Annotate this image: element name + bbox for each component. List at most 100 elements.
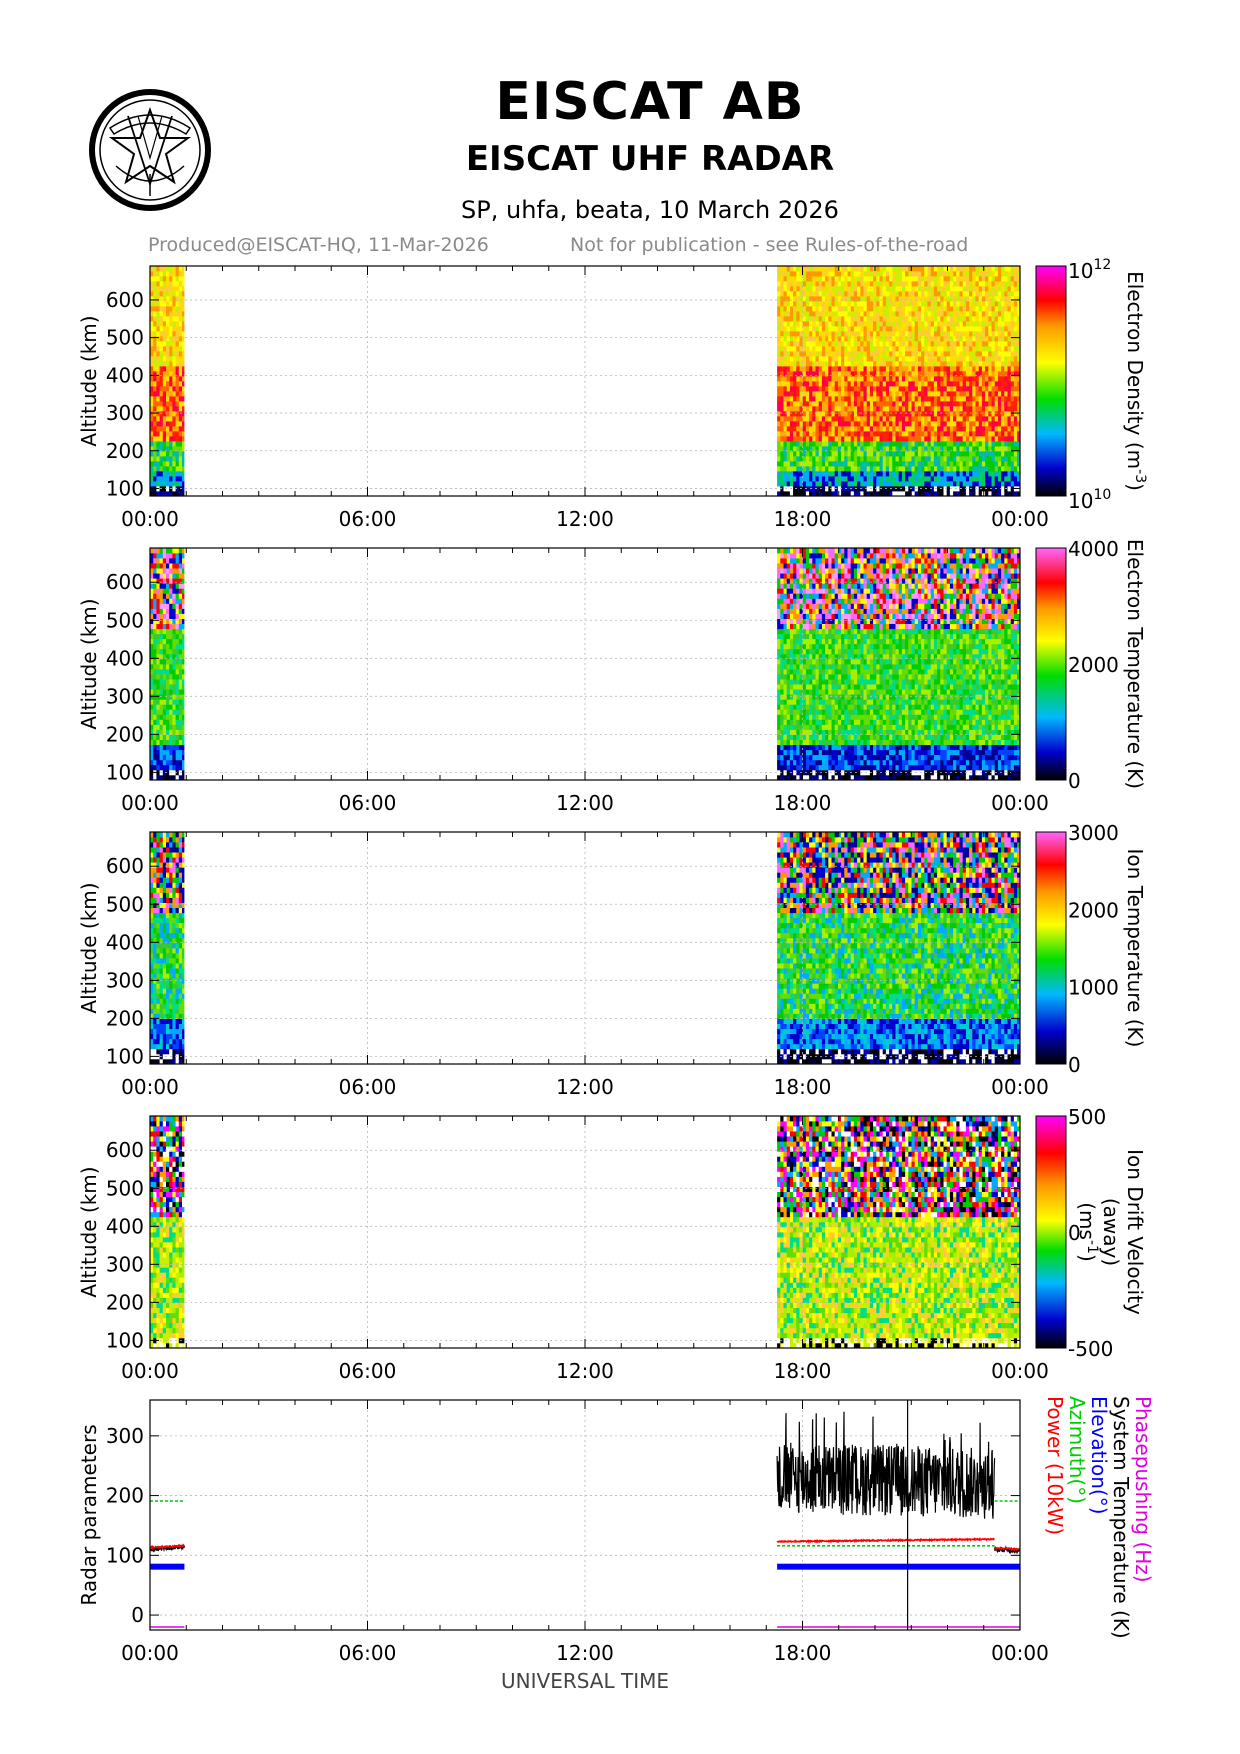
heatmap-cell: [978, 301, 983, 307]
heatmap-cell: [789, 659, 794, 665]
heatmap-cell: [866, 401, 871, 407]
heatmap-cell: [153, 684, 157, 690]
heatmap-cell: [172, 724, 176, 730]
heatmap-cell: [175, 436, 180, 442]
heatmap-cell: [943, 471, 948, 477]
heatmap-cell: [156, 598, 160, 604]
heatmap-cell: [799, 396, 804, 402]
heatmap-cell: [908, 461, 912, 467]
heatmap-cell: [994, 356, 999, 362]
heatmap-cell: [818, 471, 823, 477]
heatmap-cell: [885, 396, 890, 402]
heatmap-cell: [921, 376, 925, 382]
heatmap-cell: [818, 266, 823, 272]
heatmap-cell: [156, 749, 160, 756]
heatmap-cell: [911, 361, 916, 367]
heatmap-cell: [965, 376, 970, 382]
heatmap-cell: [156, 563, 160, 569]
heatmap-cell: [905, 336, 909, 342]
heatmap-cell: [1017, 416, 1020, 422]
heatmap-cell: [917, 351, 922, 357]
heatmap-cell: [796, 361, 800, 367]
heatmap-cell: [850, 396, 855, 402]
heatmap-cell: [805, 306, 810, 312]
heatmap-cell: [172, 491, 176, 497]
heatmap-cell: [802, 411, 807, 417]
heatmap-cell: [972, 401, 976, 407]
heatmap-cell: [917, 461, 922, 467]
heatmap-cell: [796, 769, 800, 776]
heatmap-cell: [911, 471, 916, 477]
heatmap-cell: [863, 386, 868, 392]
heatmap-cell: [853, 366, 858, 372]
heatmap-cell: [972, 431, 976, 437]
heatmap-cell: [783, 426, 788, 432]
heatmap-cell: [965, 291, 970, 297]
heatmap-cell: [812, 376, 816, 382]
heatmap-cell: [796, 749, 800, 756]
heatmap-cell: [850, 391, 855, 397]
heatmap-cell: [924, 341, 928, 347]
heatmap-cell: [1010, 271, 1015, 277]
heatmap-cell: [182, 276, 185, 282]
heatmap-cell: [825, 471, 829, 477]
heatmap-cell: [930, 491, 935, 497]
heatmap-cell: [777, 775, 781, 781]
heatmap-cell: [831, 286, 836, 292]
heatmap-cell: [162, 709, 167, 715]
heatmap-cell: [786, 648, 791, 655]
heatmap-cell: [178, 286, 183, 292]
heatmap-cell: [175, 296, 180, 302]
heatmap-cell: [777, 346, 781, 352]
heatmap-cell: [972, 411, 976, 417]
heatmap-cell: [805, 456, 810, 462]
heatmap-cell: [153, 471, 157, 477]
heatmap-cell: [831, 301, 836, 307]
heatmap-cell: [777, 456, 781, 462]
heatmap-cell: [153, 481, 157, 487]
heatmap-cell: [943, 296, 948, 302]
heatmap-cell: [933, 366, 938, 372]
heatmap-cell: [162, 366, 167, 372]
heatmap-cell: [981, 486, 986, 492]
heatmap-cell: [991, 431, 996, 437]
heatmap-cell: [946, 306, 951, 312]
heatmap-cell: [834, 401, 839, 407]
heatmap-cell: [175, 456, 180, 462]
heatmap-cell: [927, 366, 932, 372]
heatmap-cell: [933, 491, 938, 497]
heatmap-cell: [927, 346, 932, 352]
heatmap-cell: [789, 714, 794, 720]
heatmap-cell: [863, 456, 868, 462]
heatmap-cell: [959, 306, 964, 312]
heatmap-cell: [182, 749, 185, 756]
heatmap-cell: [182, 578, 185, 584]
heatmap-cell: [153, 664, 157, 670]
heatmap-cell: [153, 356, 157, 362]
heatmap-cell: [969, 406, 973, 412]
heatmap-cell: [917, 276, 922, 282]
heatmap-cell: [802, 476, 807, 482]
heatmap-cell: [1007, 311, 1012, 317]
heatmap-cell: [150, 553, 154, 559]
heatmap-cell: [815, 431, 820, 437]
heatmap-cell: [857, 361, 861, 367]
heatmap-cell: [783, 699, 788, 705]
heatmap-cell: [799, 588, 804, 594]
heatmap-cell: [953, 456, 957, 462]
heatmap-cell: [847, 411, 852, 417]
heatmap-cell: [863, 311, 868, 317]
heatmap-cell: [965, 441, 970, 447]
heatmap-cell: [892, 441, 896, 447]
heatmap-cell: [914, 351, 919, 357]
heatmap-cell: [150, 491, 154, 497]
heatmap-cell: [789, 461, 794, 467]
heatmap-cell: [162, 431, 167, 437]
heatmap-cell: [857, 426, 861, 432]
heatmap-cell: [869, 321, 874, 327]
heatmap-cell: [821, 451, 826, 457]
heatmap-cell: [991, 476, 996, 482]
heatmap-cell: [972, 271, 976, 277]
heatmap-cell: [150, 376, 154, 382]
heatmap-cell: [828, 466, 832, 472]
